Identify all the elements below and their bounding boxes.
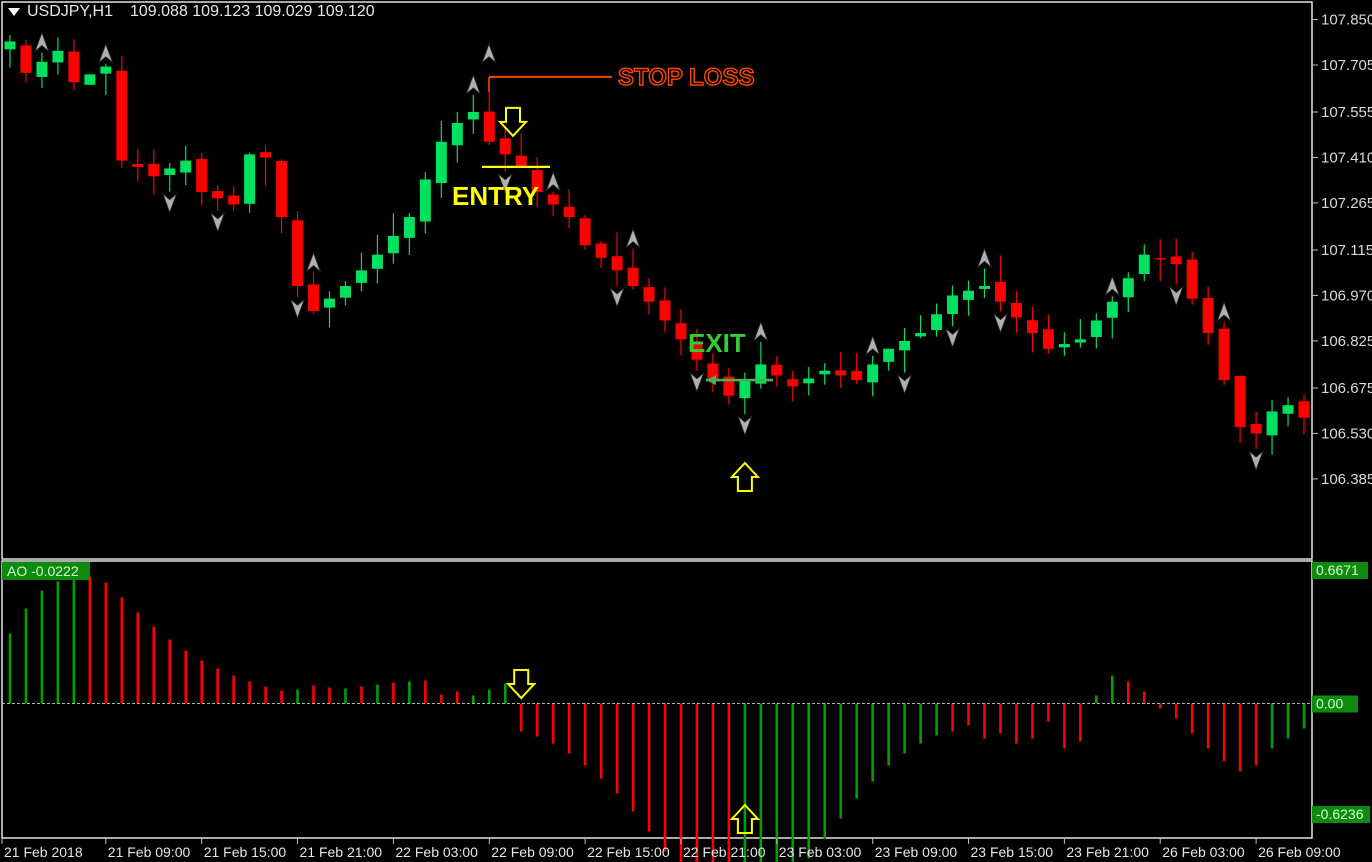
svg-text:106.970: 106.970: [1321, 287, 1372, 304]
svg-text:22 Feb 09:00: 22 Feb 09:00: [491, 844, 574, 860]
svg-text:0.6671: 0.6671: [1316, 562, 1359, 578]
svg-text:106.825: 106.825: [1321, 333, 1372, 350]
svg-text:21 Feb 21:00: 21 Feb 21:00: [300, 844, 383, 860]
svg-text:106.530: 106.530: [1321, 425, 1372, 442]
svg-text:21 Feb 09:00: 21 Feb 09:00: [108, 844, 191, 860]
svg-text:22 Feb 21:00: 22 Feb 21:00: [683, 844, 766, 860]
svg-text:21 Feb 15:00: 21 Feb 15:00: [204, 844, 287, 860]
svg-text:21 Feb 2018: 21 Feb 2018: [4, 844, 83, 860]
svg-text:107.705: 107.705: [1321, 57, 1372, 74]
svg-text:22 Feb 03:00: 22 Feb 03:00: [395, 844, 478, 860]
svg-text:EXIT: EXIT: [688, 328, 746, 358]
svg-text:23 Feb 03:00: 23 Feb 03:00: [779, 844, 862, 860]
svg-text:AO -0.0222: AO -0.0222: [7, 563, 79, 579]
svg-text:107.555: 107.555: [1321, 104, 1372, 121]
svg-text:ENTRY: ENTRY: [452, 181, 539, 211]
svg-text:106.385: 106.385: [1321, 471, 1372, 488]
svg-text:106.675: 106.675: [1321, 380, 1372, 397]
svg-text:26 Feb 03:00: 26 Feb 03:00: [1162, 844, 1245, 860]
svg-text:STOP LOSS: STOP LOSS: [618, 64, 755, 91]
svg-text:107.410: 107.410: [1321, 150, 1372, 167]
svg-text:23 Feb 21:00: 23 Feb 21:00: [1066, 844, 1149, 860]
svg-text:23 Feb 15:00: 23 Feb 15:00: [971, 844, 1054, 860]
svg-text:23 Feb 09:00: 23 Feb 09:00: [875, 844, 958, 860]
svg-text:107.850: 107.850: [1321, 12, 1372, 29]
svg-text:0.00: 0.00: [1316, 696, 1343, 712]
svg-text:107.265: 107.265: [1321, 195, 1372, 212]
svg-text:107.115: 107.115: [1321, 242, 1372, 259]
svg-text:109.088 109.123 109.029 109.12: 109.088 109.123 109.029 109.120: [130, 3, 375, 20]
svg-text:26 Feb 09:00: 26 Feb 09:00: [1258, 844, 1341, 860]
svg-text:-0.6236: -0.6236: [1316, 806, 1364, 822]
svg-text:USDJPY,H1: USDJPY,H1: [27, 3, 113, 20]
svg-text:22 Feb 15:00: 22 Feb 15:00: [587, 844, 670, 860]
